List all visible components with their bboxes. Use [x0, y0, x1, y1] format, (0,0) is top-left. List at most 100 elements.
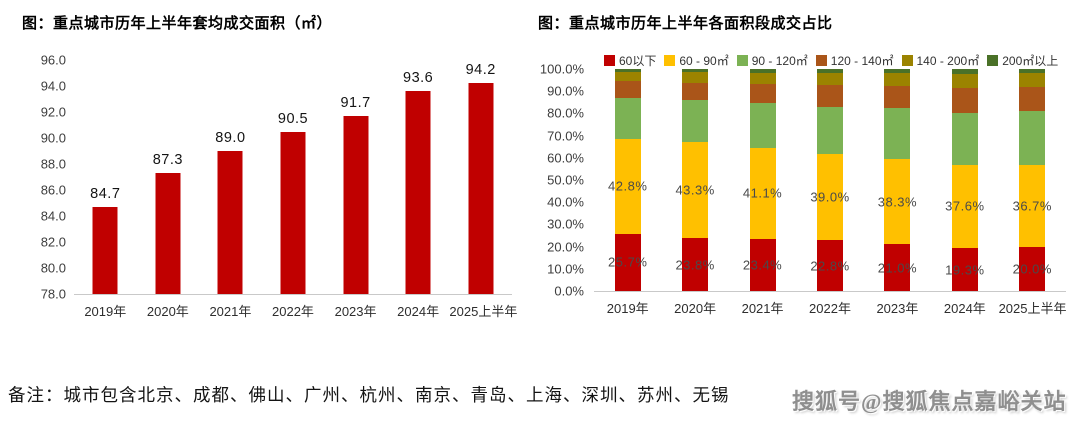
bar-value-label-2022: 90.5	[277, 110, 309, 127]
segment-value-label-60-90-2023: 38.3%	[877, 194, 918, 210]
segment-90-120-2024	[951, 112, 978, 165]
bar-value-label-2024: 93.6	[403, 70, 434, 87]
y-tick-label: 40.0%	[547, 194, 584, 210]
segment-value-label-under-60-2019: 25.7%	[608, 254, 648, 270]
y-tick-label: 86.0	[40, 182, 66, 198]
watermark-text: 搜狐号@搜狐焦点嘉峪关站	[792, 389, 1067, 414]
y-tick-label: 100.0%	[539, 61, 584, 77]
x-axis-label-2024: 2024年	[397, 304, 440, 319]
x-axis-label-2023: 2023年	[334, 304, 377, 319]
legend-item-over-200: 200㎡以上	[987, 52, 1058, 69]
legend-item-under-60: 60以下	[604, 52, 656, 69]
y-tick-label: 0.0%	[554, 283, 584, 299]
x-axis-label-2020: 2020年	[674, 301, 717, 316]
y-tick-label: 60.0%	[547, 150, 584, 166]
segment-value-label-60-90-2019: 42.8%	[608, 178, 648, 194]
legend-swatch-icon-60-90	[664, 55, 676, 66]
legend-swatch-icon-140-200	[901, 55, 913, 66]
segment-140-200-2023	[884, 72, 911, 87]
segment-value-label-under-60-2020: 23.8%	[675, 257, 715, 273]
avg-transaction-area-chart-panel: 图：重点城市历年上半年套均成交面积（㎡） 96.0 94.0 92.0 90.0 88.…	[8, 10, 520, 340]
segment-over-200-2022	[817, 69, 843, 73]
segment-120-140-2021	[749, 84, 776, 103]
y-tick-label: 80.0%	[547, 105, 584, 121]
bar-2021	[217, 151, 243, 294]
right-chart-y-axis: 100.0% 90.0% 80.0% 70.0% 60.0% 50.0% 40.0% 30.0…	[532, 62, 588, 299]
x-axis-label-2020: 2020年	[146, 304, 189, 319]
x-axis-label-2024: 2024年	[943, 301, 986, 316]
segment-140-200-2020	[682, 72, 709, 84]
bar-2024	[405, 91, 431, 294]
y-tick-label: 10.0%	[547, 261, 584, 277]
bar-value-label-2019: 84.7	[90, 185, 121, 202]
segment-120-140-2025	[1019, 87, 1046, 112]
y-tick-label: 88.0	[40, 156, 66, 172]
y-tick-label: 20.0%	[547, 239, 584, 255]
segment-120-140-2020	[682, 83, 709, 100]
segment-over-200-2023	[884, 69, 911, 73]
segment-140-200-2025	[1019, 73, 1046, 88]
segment-under-60-2024	[951, 248, 978, 291]
x-axis-label-2025: 2025上半年	[998, 301, 1067, 316]
x-axis-label-2023: 2023年	[876, 301, 919, 316]
y-tick-label: 50.0%	[547, 172, 584, 188]
legend-item-60-90: 60 - 90㎡	[664, 52, 729, 69]
segment-under-60-2023	[884, 244, 911, 291]
legend-item-120-140: 120 - 140㎡	[815, 52, 894, 69]
bar-value-label-2025: 94.2	[465, 62, 496, 79]
y-tick-label: 92.0	[40, 104, 66, 120]
x-axis-label-2022: 2022年	[809, 301, 851, 316]
bar-2020	[155, 173, 181, 294]
footnote-text: 备注：城市包含北京、成都、佛山、广州、杭州、南京、青岛、上海、深圳、苏州、无锡	[8, 385, 730, 405]
legend-label-under-60: 60以下	[619, 54, 657, 68]
segment-over-200-2024	[951, 69, 978, 75]
x-axis-label-2019: 2019年	[606, 301, 649, 316]
segment-under-60-2020	[682, 238, 709, 291]
bar-value-label-2021: 89.0	[215, 130, 246, 146]
left-chart-title: 图：重点城市历年上半年套均成交面积（㎡）	[22, 16, 333, 32]
legend-swatch-icon-120-140	[815, 55, 827, 66]
x-axis-label-2019: 2019年	[84, 304, 127, 319]
y-tick-label: 84.0	[40, 208, 66, 224]
left-chart-plot-area: 2019年 2020年 2021年 2022年 2023年 2024年 2025上半年 84.…	[74, 60, 517, 319]
segment-90-120-2019	[614, 97, 641, 139]
segment-60-90-2019	[614, 138, 641, 234]
segment-under-60-2021	[749, 239, 776, 291]
segment-value-label-under-60-2022: 22.8%	[810, 258, 850, 274]
area-segment-share-chart-panel: 图：重点城市历年上半年各面积段成交占比 60以下 60 - 90㎡ 90 - 120…	[524, 10, 1080, 340]
segment-over-200-2019	[614, 69, 641, 72]
segment-120-140-2019	[614, 81, 641, 98]
segment-over-200-2025	[1019, 69, 1046, 74]
bar-2025	[468, 83, 494, 294]
legend-label-60-90: 60 - 90㎡	[679, 54, 729, 68]
x-axis-label-2021: 2021年	[741, 301, 784, 316]
segment-60-90-2024	[951, 164, 978, 249]
bar-2022	[280, 131, 306, 294]
segment-90-120-2020	[682, 99, 709, 143]
legend-label-over-200: 200㎡以上	[1002, 54, 1059, 68]
segment-60-90-2020	[682, 142, 709, 239]
segment-60-90-2021	[749, 147, 776, 240]
x-axis-label-2022: 2022年	[272, 304, 314, 319]
segment-90-120-2023	[884, 108, 911, 160]
segment-120-140-2022	[817, 84, 843, 107]
x-axis-label-2021: 2021年	[209, 304, 252, 319]
y-tick-label: 90.0	[40, 130, 66, 146]
segment-140-200-2021	[749, 73, 776, 85]
legend-swatch-icon-under-60	[604, 55, 615, 66]
legend-item-90-120: 90 - 120㎡	[736, 52, 808, 69]
segment-value-label-60-90-2021: 41.1%	[742, 185, 783, 201]
segment-120-140-2023	[884, 86, 911, 109]
segment-140-200-2022	[817, 72, 843, 85]
segment-value-label-under-60-2023: 21.0%	[877, 260, 918, 276]
legend-swatch-icon-90-120	[736, 55, 748, 66]
segment-60-90-2023	[884, 159, 911, 245]
segment-over-200-2021	[749, 69, 776, 74]
legend-label-120-140: 120 - 140㎡	[830, 54, 894, 68]
legend-label-90-120: 90 - 120㎡	[751, 54, 808, 68]
segment-value-label-under-60-2024: 19.3%	[945, 262, 985, 278]
segment-90-120-2022	[817, 106, 843, 154]
segment-90-120-2021	[749, 102, 776, 148]
segment-value-label-60-90-2024: 37.6%	[945, 198, 985, 214]
